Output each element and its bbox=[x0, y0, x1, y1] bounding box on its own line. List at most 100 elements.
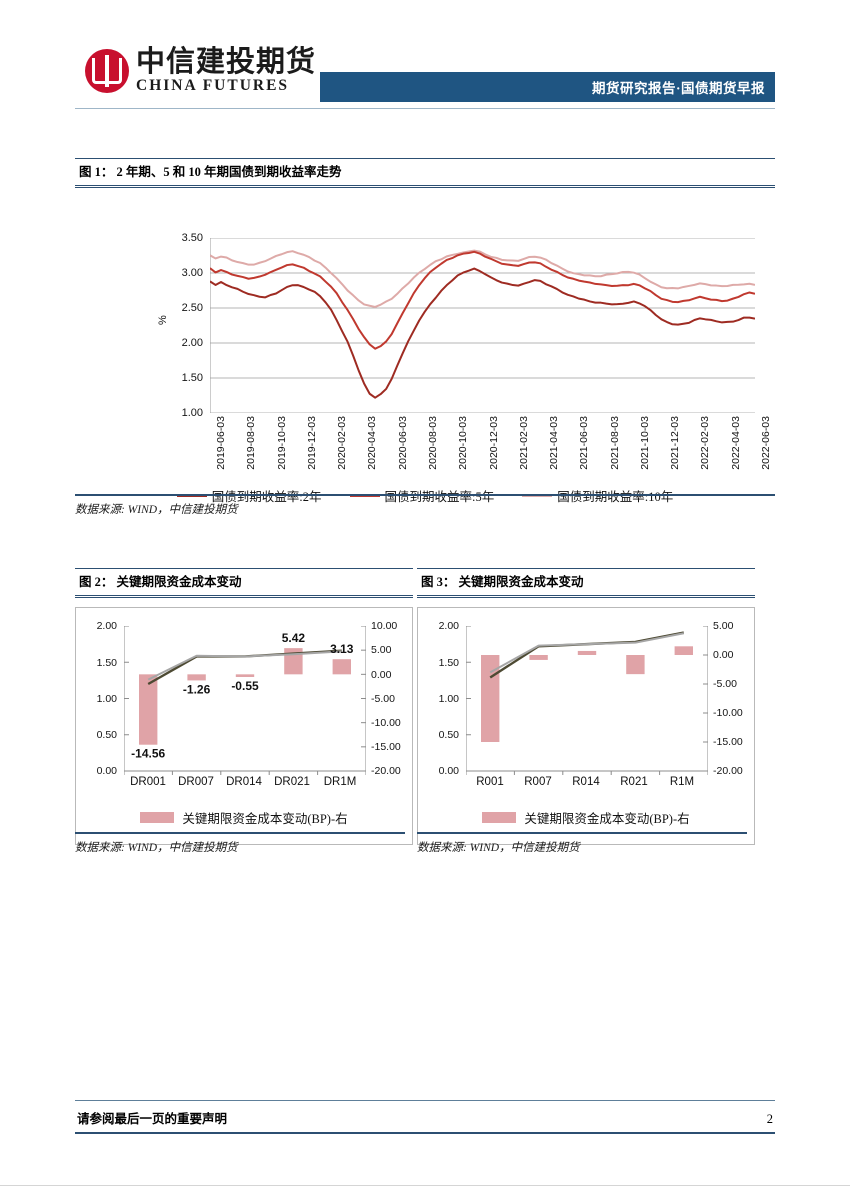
figure-1-source-wrap: 数据来源: WIND，中信建投期货 bbox=[75, 494, 775, 517]
svg-text:-0.55: -0.55 bbox=[231, 679, 259, 693]
figure-2-chart: 0.00 0.50 1.00 1.50 2.00 -20.00 -15.00 -10.00-… bbox=[75, 607, 413, 846]
left-axis-tick-label: 0.50 bbox=[96, 729, 117, 741]
x-tick-label: 2022-04-03 bbox=[729, 416, 742, 470]
page-header: 中信建投期货 CHINA FUTURES 期货研究报告·国债期货早报 bbox=[75, 46, 775, 108]
legend-label: 国债到期收益率:2年 bbox=[211, 490, 322, 505]
y-tick-label: 2.50 bbox=[181, 302, 203, 315]
figure-3-source-wrap: 数据来源: WIND，中信建投期货 bbox=[417, 832, 747, 855]
figure-1-y-tick-labels: 1.00 1.50 2.00 2.50 3.00 3.50 bbox=[165, 232, 207, 419]
x-tick-label: 2020-04-03 bbox=[366, 416, 379, 470]
figure-2-source: 数据来源: WIND，中信建投期货 bbox=[75, 832, 405, 855]
x-tick-label: 2021-08-03 bbox=[608, 416, 621, 470]
x-tick-label: 2019-06-03 bbox=[215, 416, 227, 470]
x-tick-label: 2020-02-03 bbox=[336, 416, 349, 470]
figure-3-left-axis-labels: 0.00 0.50 1.00 1.50 2.00 bbox=[420, 620, 464, 777]
figure-1-plot-area bbox=[210, 238, 755, 414]
right-axis-tick-label: -20.00 bbox=[713, 765, 743, 778]
figure-2: 图 2： 关键期限资金成本变动 0.00 0.50 1.00 1.50 2.00 -20… bbox=[75, 568, 413, 846]
svg-text:5.42: 5.42 bbox=[282, 631, 306, 645]
left-axis-tick-label: 1.50 bbox=[438, 656, 459, 669]
right-axis-tick-label: -10.00 bbox=[713, 707, 743, 720]
category-label: R1M bbox=[669, 776, 695, 789]
right-axis-tick-label: -10.00 bbox=[371, 716, 401, 729]
left-axis-tick-label: 0.00 bbox=[96, 765, 117, 778]
x-tick-label: 2020-08-03 bbox=[426, 416, 439, 470]
figure-3-title: 图 3： 关键期限资金成本变动 bbox=[417, 568, 755, 599]
figure-3-x-labels: R001 R007 R014 R021 R1M bbox=[466, 776, 706, 788]
right-axis-tick-label: 0.00 bbox=[713, 649, 734, 662]
left-axis-tick-label: 1.00 bbox=[438, 692, 459, 705]
y-tick-label: 1.00 bbox=[181, 407, 203, 420]
category-label: DR014 bbox=[226, 776, 262, 789]
right-axis-tick-label: -15.00 bbox=[371, 741, 401, 754]
svg-text:-14.56: -14.56 bbox=[131, 747, 165, 761]
y-tick-label: 2.00 bbox=[181, 337, 203, 350]
x-tick-label: 2021-02-03 bbox=[517, 416, 530, 470]
x-tick-label: 2020-12-03 bbox=[487, 416, 500, 470]
category-label: R021 bbox=[620, 776, 648, 789]
category-label: DR007 bbox=[178, 776, 214, 789]
category-label: DR001 bbox=[130, 776, 166, 789]
left-axis-tick-label: 2.00 bbox=[96, 620, 117, 633]
figure-1: 图 1： 2 年期、5 和 10 年期国债到期收益率走势 % 1.00 1.50 2… bbox=[75, 158, 775, 508]
category-label: R007 bbox=[524, 776, 552, 789]
figure-2-title: 图 2： 关键期限资金成本变动 bbox=[75, 568, 413, 599]
x-tick-label: 2019-12-03 bbox=[305, 416, 318, 470]
left-axis-tick-label: 2.00 bbox=[438, 620, 459, 633]
category-label: R014 bbox=[572, 776, 600, 789]
right-axis-tick-label: 10.00 bbox=[371, 620, 398, 633]
report-type-label: 期货研究报告·国债期货早报 bbox=[591, 81, 765, 96]
x-tick-label: 2019-10-03 bbox=[275, 416, 288, 470]
right-axis-tick-label: -5.00 bbox=[371, 692, 395, 705]
figure-1-x-tick-labels: 2019-06-03 2019-08-03 2019-10-03 2019-12-03… bbox=[210, 416, 772, 496]
x-tick-label: 2022-06-03 bbox=[760, 416, 772, 470]
figure-1-title: 图 1： 2 年期、5 和 10 年期国债到期收益率走势 bbox=[75, 158, 775, 189]
logo-name-cn: 中信建投期货 bbox=[136, 46, 317, 78]
figure-3: 图 3： 关键期限资金成本变动 0.00 0.50 1.00 1.50 2.00 -20… bbox=[417, 568, 755, 846]
figure-3-right-axis-labels: -20.00 -15.00 -10.00 -5.00 0.00 5.00 bbox=[708, 620, 752, 777]
header-divider bbox=[75, 108, 775, 109]
figure-2-plot-area: -14.56 -1.26 -0.55 5.42 3.13 bbox=[124, 626, 366, 776]
left-axis-tick-label: 1.50 bbox=[96, 656, 117, 669]
right-axis-tick-label: -5.00 bbox=[713, 678, 737, 691]
legend-swatch-icon bbox=[140, 812, 175, 824]
figure-2-source-wrap: 数据来源: WIND，中信建投期货 bbox=[75, 832, 405, 855]
x-tick-label: 2021-04-03 bbox=[548, 416, 561, 470]
footer-disclaimer: 请参阅最后一页的重要声明 bbox=[77, 1112, 228, 1126]
page-footer: 请参阅最后一页的重要声明 2 bbox=[75, 1100, 775, 1134]
category-label: DR021 bbox=[274, 776, 310, 789]
figure-3-plot-area bbox=[466, 626, 708, 776]
left-axis-tick-label: 0.50 bbox=[438, 729, 459, 741]
company-logo: 中信建投期货 CHINA FUTURES bbox=[85, 48, 316, 94]
logo-name-en: CHINA FUTURES bbox=[136, 77, 290, 94]
category-label: DR1M bbox=[323, 776, 357, 789]
page-bottom-edge bbox=[0, 1185, 850, 1202]
x-tick-label: 2020-10-03 bbox=[457, 416, 470, 470]
figure-2-right-axis-labels: -20.00 -15.00 -10.00 -5.00 0.00 5.00 10.00 bbox=[366, 620, 410, 777]
footer-divider-bottom bbox=[75, 1132, 775, 1134]
footer-row: 请参阅最后一页的重要声明 2 bbox=[75, 1101, 775, 1132]
header-banner: 期货研究报告·国债期货早报 bbox=[320, 72, 775, 102]
figure-3-chart: 0.00 0.50 1.00 1.50 2.00 -20.00 -15.00 -10.00-… bbox=[417, 607, 755, 846]
legend-label: 国债到期收益率:5年 bbox=[384, 490, 495, 505]
figure-2-legend-label: 关键期限资金成本变动(BP)-右 bbox=[182, 812, 348, 827]
right-axis-tick-label: -20.00 bbox=[371, 765, 401, 778]
y-tick-label: 1.50 bbox=[181, 372, 203, 385]
figure-2-legend: 关键期限资金成本变动(BP)-右 bbox=[76, 808, 412, 827]
logo-text: 中信建投期货 CHINA FUTURES bbox=[136, 48, 316, 94]
svg-text:-1.26: -1.26 bbox=[183, 683, 211, 697]
right-axis-tick-label: 5.00 bbox=[713, 620, 734, 633]
x-tick-label: 2021-12-03 bbox=[669, 416, 682, 470]
figure-3-source: 数据来源: WIND，中信建投期货 bbox=[417, 832, 747, 855]
left-axis-tick-label: 0.00 bbox=[438, 765, 459, 778]
citic-logo-icon bbox=[85, 48, 129, 93]
x-tick-label: 2020-06-03 bbox=[396, 416, 409, 470]
figure-3-legend: 关键期限资金成本变动(BP)-右 bbox=[418, 808, 754, 827]
x-tick-label: 2021-06-03 bbox=[578, 416, 591, 470]
right-axis-tick-label: 0.00 bbox=[371, 668, 392, 681]
figure-1-legend: 国债到期收益率:2年 国债到期收益率:5年 国债到期收益率:10年 bbox=[75, 486, 775, 505]
page-content: 中信建投期货 CHINA FUTURES 期货研究报告·国债期货早报 图 1： … bbox=[75, 0, 775, 1202]
legend-label: 国债到期收益率:10年 bbox=[557, 490, 674, 505]
y-tick-label: 3.00 bbox=[181, 267, 203, 280]
